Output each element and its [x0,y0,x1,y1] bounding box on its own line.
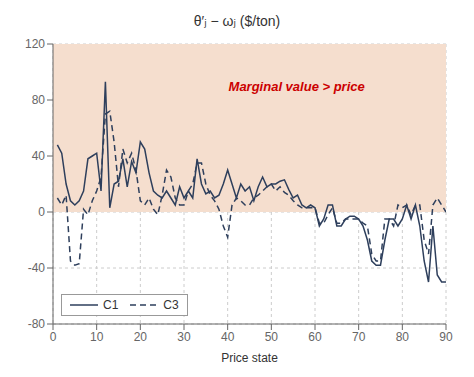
svg-text:80: 80 [396,330,410,344]
svg-text:-80: -80 [28,317,46,331]
svg-text:90: 90 [439,330,453,344]
svg-text:50: 50 [265,330,279,344]
svg-text:0: 0 [38,205,45,219]
html-text:θ′ⱼ − ωⱼ ($/ton): θ′ⱼ − ωⱼ ($/ton) [193,13,281,29]
svg-text:120: 120 [25,37,45,51]
svg-text:40: 40 [32,149,46,163]
svg-text:10: 10 [90,330,104,344]
svg-text:80: 80 [32,93,46,107]
svg-text:-40: -40 [28,261,46,275]
svg-text:70: 70 [352,330,366,344]
html-text:C1: C1 [103,298,119,312]
svg-text:Marginal value > price: Marginal value > price [229,79,365,94]
html-text:C3: C3 [163,298,179,312]
svg-text:60: 60 [308,330,322,344]
svg-text:Price state: Price state [221,351,278,365]
svg-text:40: 40 [221,330,235,344]
svg-text:20: 20 [134,330,148,344]
svg-text:30: 30 [177,330,191,344]
svg-text:0: 0 [50,330,57,344]
